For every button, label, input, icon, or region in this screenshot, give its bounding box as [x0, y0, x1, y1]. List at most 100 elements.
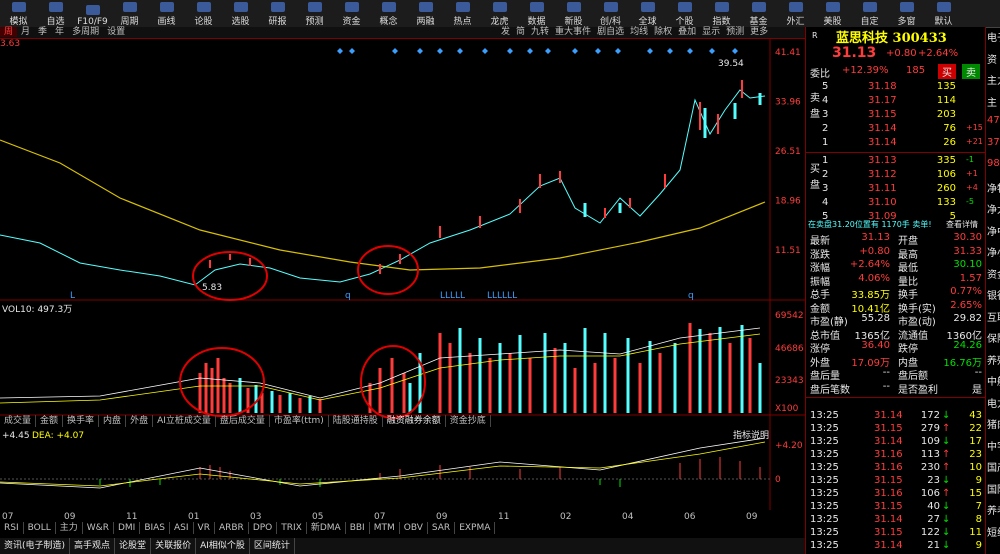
icon [418, 2, 433, 12]
volume-tab[interactable]: 市盈率(ttm) [270, 415, 329, 427]
volume-tab[interactable]: AI立桩成交量 [153, 415, 216, 427]
tool-button[interactable]: 剧自选 [597, 27, 625, 37]
indicator-tab[interactable]: BIAS [140, 522, 171, 534]
toolbar-button[interactable]: 全球 [629, 0, 666, 27]
bottom-tab[interactable]: 资讯(电子制造) [0, 538, 71, 554]
tool-button[interactable]: 均线 [630, 27, 649, 37]
level-volume: 26 [943, 137, 956, 148]
bottom-tab[interactable]: 论股堂 [115, 538, 152, 554]
indicator-tab[interactable]: EXPMA [455, 522, 496, 534]
indicator-tab[interactable]: BBI [346, 522, 370, 534]
side-item: 保险 [987, 334, 1000, 345]
toolbar-button[interactable]: 两融 [407, 0, 444, 27]
indicator-tab[interactable]: VR [194, 522, 215, 534]
indicator-tab[interactable]: DPO [249, 522, 278, 534]
toolbar-button[interactable]: 周期 [111, 0, 148, 27]
toolbar-button[interactable]: 美股 [814, 0, 851, 27]
indicator-tab[interactable]: ASI [170, 522, 194, 534]
volume-tab[interactable]: 换手率 [63, 415, 100, 427]
volume-tab[interactable]: 陆股通持股 [329, 415, 383, 427]
tool-button[interactable]: 显示 [702, 27, 721, 37]
indicator-tab[interactable]: SAR [428, 522, 456, 534]
toolbar-button[interactable]: 创/科 [592, 0, 629, 27]
bottom-tab[interactable]: 关联报价 [151, 538, 197, 554]
toolbar-button[interactable]: 基金 [740, 0, 777, 27]
tool-button[interactable]: 重大事件 [555, 27, 592, 37]
toolbar-button[interactable]: 画线 [148, 0, 185, 27]
toolbar-button[interactable]: 外汇 [777, 0, 814, 27]
toolbar-button[interactable]: 概念 [370, 0, 407, 27]
level-change: +15 [966, 123, 983, 132]
indicator-tab[interactable]: MTM [370, 522, 400, 534]
toolbar-button[interactable]: 论股 [185, 0, 222, 27]
date-label: 07 [2, 512, 13, 522]
indicator-tab[interactable]: 新DMA [307, 522, 346, 534]
label: 资金 [342, 17, 361, 27]
toolbar-button[interactable]: 热点 [444, 0, 481, 27]
tool-button[interactable]: 发 [501, 27, 511, 37]
period-tab[interactable]: 季 [38, 27, 48, 37]
period-tab[interactable]: 设置 [107, 27, 126, 37]
stat-value: -- [882, 380, 890, 392]
indicator-tab[interactable]: ARBR [215, 522, 249, 534]
level-change: -1 [966, 155, 974, 164]
tool-button[interactable]: 九转 [531, 27, 550, 37]
volume-tab[interactable]: 融资融券余额 [383, 415, 446, 427]
volume-tab[interactable]: 内盘 [99, 415, 127, 427]
period-tab[interactable]: 多周期 [72, 27, 100, 37]
period-tab[interactable]: 年 [55, 27, 65, 37]
volume-tab[interactable]: 盘后成交量 [216, 415, 270, 427]
toolbar-button[interactable]: 预测 [296, 0, 333, 27]
toolbar-button[interactable]: 多窗 [888, 0, 925, 27]
indicator-tab[interactable]: OBV [400, 522, 428, 534]
period-tab[interactable]: 月 [21, 27, 31, 37]
volume-tab[interactable]: 成交量 [0, 415, 37, 427]
label: 基金 [749, 17, 768, 27]
stat-label: 涨幅 [810, 263, 830, 274]
tick-volume: 40 [927, 501, 940, 512]
tool-button[interactable]: 预测 [726, 27, 745, 37]
period-tab[interactable]: 周 [0, 27, 18, 37]
tick-direction: ↓ [942, 436, 951, 447]
tool-button[interactable]: 叠加 [678, 27, 697, 37]
side-strip: 电子资主力主 472 373 982 净特净大净中净小资金银行互联保险养殖中航电力猪肉中… [985, 27, 1000, 554]
tool-button[interactable]: 更多 [750, 27, 769, 37]
highlight-circle [357, 245, 419, 295]
tool-button[interactable]: 除权 [654, 27, 673, 37]
toolbar-button[interactable]: 龙虎 [481, 0, 518, 27]
toolbar-button[interactable]: 研报 [259, 0, 296, 27]
toolbar-button[interactable]: F10/F9 [74, 0, 111, 27]
toolbar-button[interactable]: 模拟 [0, 0, 37, 27]
toolbar-button[interactable]: 选股 [222, 0, 259, 27]
indicator-tab[interactable]: 主力 [56, 522, 83, 534]
volume-tab[interactable]: 外盘 [126, 415, 154, 427]
label: 龙虎 [490, 17, 509, 27]
toolbar-button[interactable]: 自定 [851, 0, 888, 27]
bottom-tab[interactable]: AI相似个股 [196, 538, 250, 554]
icon [529, 2, 544, 12]
toolbar-button[interactable]: 指数 [703, 0, 740, 27]
toolbar-button[interactable]: 默认 [925, 0, 962, 27]
sell-button[interactable]: 卖 [962, 64, 980, 79]
toolbar-button[interactable]: 个股 [666, 0, 703, 27]
buy-button[interactable]: 买 [938, 64, 956, 79]
volume-tab[interactable]: 金额 [36, 415, 64, 427]
bottom-tab[interactable]: 区间统计 [250, 538, 295, 554]
notice-link[interactable]: 查看详情 [946, 220, 978, 229]
indicator-tab[interactable]: W&R [83, 522, 114, 534]
volume-tab[interactable]: 资金抄底 [446, 415, 491, 427]
toolbar-button[interactable]: 数据 [518, 0, 555, 27]
level-change: -5 [966, 197, 974, 206]
tool-button[interactable]: 简 [516, 27, 526, 37]
indicator-tab[interactable]: RSI [0, 522, 24, 534]
toolbar: 模拟 自选 F10/F9 周期 画线 论股 选股 研报 预测 资金 概念 两融 热点 龙虎 数据 新股 创/科 全… [0, 0, 1000, 28]
bottom-tab[interactable]: 高手观点 [70, 538, 116, 554]
toolbar-button[interactable]: 资金 [333, 0, 370, 27]
toolbar-button[interactable]: 新股 [555, 0, 592, 27]
indicator-tab[interactable]: DMI [114, 522, 141, 534]
indicator-tab[interactable]: TRIX [277, 522, 307, 534]
indicator-tab[interactable]: BOLL [24, 522, 56, 534]
toolbar-button[interactable]: 自选 [37, 0, 74, 27]
label: 全球 [638, 17, 657, 27]
stat-label: 盘后额 [898, 371, 928, 382]
